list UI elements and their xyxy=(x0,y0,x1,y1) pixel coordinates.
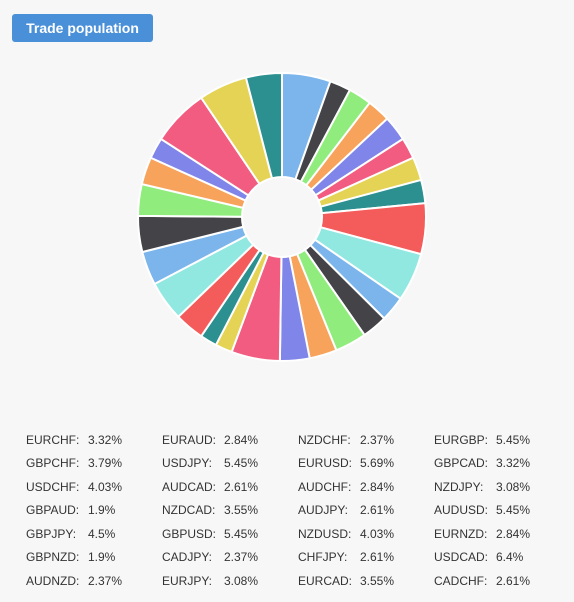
pie-slice-usdchf[interactable] xyxy=(244,71,283,180)
legend-item: USDJPY: 5.45% xyxy=(162,452,298,476)
legend-item: GBPCHF: 3.79% xyxy=(26,452,162,476)
legend-pair-label: GBPCAD: xyxy=(434,456,489,471)
legend-percent-value: 2.37% xyxy=(224,550,259,565)
legend-item: EURUSD: 5.69% xyxy=(298,452,434,476)
legend-percent-value: 4.03% xyxy=(88,479,123,494)
legend-item: AUDNZD: 2.37% xyxy=(26,569,162,593)
legend-item: USDCAD: 6.4% xyxy=(434,546,566,570)
legend-pair-label: USDCHF: xyxy=(26,479,80,494)
legend-percent-value: 2.37% xyxy=(360,432,395,447)
legend-item: GBPUSD: 5.45% xyxy=(162,522,298,546)
legend-pair-label: GBPUSD: xyxy=(162,526,217,541)
legend-percent-value: 3.55% xyxy=(360,573,395,588)
legend-item: EURNZD: 2.84% xyxy=(434,522,566,546)
legend-pair-label: EURAUD: xyxy=(162,432,217,447)
trade-population-button[interactable]: Trade population xyxy=(12,14,153,42)
donut-chart xyxy=(136,71,427,362)
legend-percent-value: 2.84% xyxy=(224,432,259,447)
legend-pair-label: AUDUSD: xyxy=(434,503,489,518)
legend-pair-label: CADCHF: xyxy=(434,573,488,588)
legend-item: USDCHF: 4.03% xyxy=(26,475,162,499)
legend-percent-value: 1.9% xyxy=(88,503,116,518)
legend-item: EURAUD: 2.84% xyxy=(162,428,298,452)
legend-percent-value: 3.08% xyxy=(496,479,531,494)
legend-pair-label: EURCHF: xyxy=(26,432,80,447)
legend-item: GBPJPY: 4.5% xyxy=(26,522,162,546)
legend-item: NZDJPY: 3.08% xyxy=(434,475,566,499)
legend-item: EURJPY: 3.08% xyxy=(162,569,298,593)
legend-item: GBPNZD: 1.9% xyxy=(26,546,162,570)
legend-item: NZDCAD: 3.55% xyxy=(162,499,298,523)
legend-percent-value: 4.5% xyxy=(88,526,116,541)
legend-percent-value: 3.55% xyxy=(224,503,259,518)
legend-item: NZDUSD: 4.03% xyxy=(298,522,434,546)
legend-item: EURGBP: 5.45% xyxy=(434,428,566,452)
legend-pair-label: EURGBP: xyxy=(434,432,489,447)
legend-percent-value: 2.61% xyxy=(224,479,259,494)
legend-item: EURCAD: 3.55% xyxy=(298,569,434,593)
legend-item: GBPAUD: 1.9% xyxy=(26,499,162,523)
legend-pair-label: NZDCAD: xyxy=(162,503,216,518)
legend-pair-label: USDCAD: xyxy=(434,550,489,565)
legend-item: CHFJPY: 2.61% xyxy=(298,546,434,570)
legend-pair-label: EURNZD: xyxy=(434,526,488,541)
legend-item: CADJPY: 2.37% xyxy=(162,546,298,570)
legend-pair-label: CHFJPY: xyxy=(298,550,348,565)
legend: EURCHF: 3.32% EURAUD: 2.84% NZDCHF: 2.37% EURG… xyxy=(26,428,566,593)
legend-pair-label: USDJPY: xyxy=(162,456,213,471)
legend-item: AUDJPY: 2.61% xyxy=(298,499,434,523)
legend-pair-label: GBPJPY: xyxy=(26,526,77,541)
legend-percent-value: 5.45% xyxy=(224,456,259,471)
legend-percent-value: 2.37% xyxy=(88,573,123,588)
legend-item: GBPCAD: 3.32% xyxy=(434,452,566,476)
legend-item: AUDCAD: 2.61% xyxy=(162,475,298,499)
legend-item: AUDCHF: 2.84% xyxy=(298,475,434,499)
legend-item: AUDUSD: 5.45% xyxy=(434,499,566,523)
legend-pair-label: NZDUSD: xyxy=(298,526,352,541)
legend-percent-value: 5.45% xyxy=(496,503,531,518)
legend-pair-label: EURJPY: xyxy=(162,573,213,588)
legend-pair-label: AUDCHF: xyxy=(298,479,352,494)
legend-pair-label: AUDJPY: xyxy=(298,503,349,518)
legend-percent-value: 2.61% xyxy=(360,503,395,518)
legend-percent-value: 6.4% xyxy=(496,550,524,565)
legend-pair-label: GBPNZD: xyxy=(26,550,80,565)
legend-percent-value: 5.45% xyxy=(496,432,531,447)
legend-pair-label: GBPCHF: xyxy=(26,456,80,471)
legend-percent-value: 4.03% xyxy=(360,526,395,541)
legend-pair-label: CADJPY: xyxy=(162,550,213,565)
legend-pair-label: AUDCAD: xyxy=(162,479,217,494)
legend-percent-value: 1.9% xyxy=(88,550,116,565)
legend-percent-value: 5.45% xyxy=(224,526,259,541)
legend-pair-label: GBPAUD: xyxy=(26,503,80,518)
legend-item: NZDCHF: 2.37% xyxy=(298,428,434,452)
legend-pair-label: EURCAD: xyxy=(298,573,353,588)
legend-percent-value: 2.61% xyxy=(360,550,395,565)
legend-pair-label: NZDCHF: xyxy=(298,432,351,447)
legend-percent-value: 3.32% xyxy=(88,432,123,447)
legend-pair-label: NZDJPY: xyxy=(434,479,484,494)
legend-percent-value: 5.69% xyxy=(360,456,395,471)
legend-item: EURCHF: 3.32% xyxy=(26,428,162,452)
legend-percent-value: 3.79% xyxy=(88,456,123,471)
legend-percent-value: 3.32% xyxy=(496,456,531,471)
legend-percent-value: 2.84% xyxy=(496,526,531,541)
legend-item: CADCHF: 2.61% xyxy=(434,569,566,593)
legend-pair-label: EURUSD: xyxy=(298,456,353,471)
legend-pair-label: AUDNZD: xyxy=(26,573,80,588)
legend-percent-value: 3.08% xyxy=(224,573,259,588)
legend-percent-value: 2.61% xyxy=(496,573,531,588)
legend-percent-value: 2.84% xyxy=(360,479,395,494)
